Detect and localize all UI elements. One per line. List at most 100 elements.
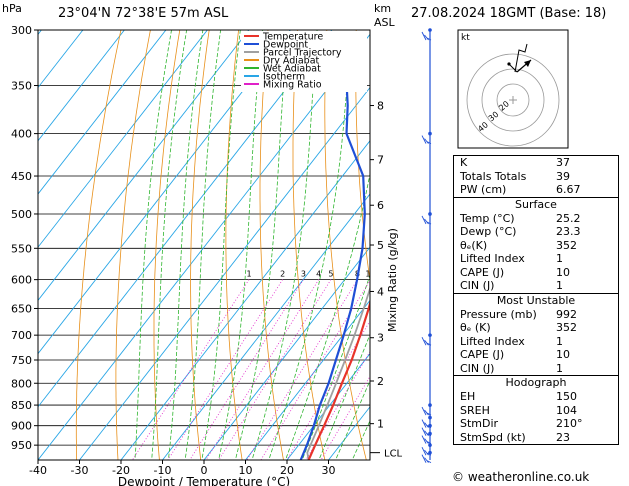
index-row: K 37 — [454, 156, 618, 170]
index-row: PW (cm) 6.67 — [454, 183, 618, 197]
most-unstable-label: CAPE (J) — [460, 348, 505, 361]
wind-barb — [426, 441, 432, 444]
wind-barb — [424, 449, 429, 456]
isotherm — [38, 30, 333, 408]
wind-barb — [426, 37, 432, 41]
wet-adiabat — [268, 30, 352, 460]
altitude-tick-label: 4 — [377, 285, 384, 298]
wind-barb-point — [428, 28, 432, 32]
wind-barb-point — [428, 423, 432, 428]
wind-barb — [421, 435, 427, 444]
hodograph-storm-motion — [508, 63, 518, 73]
header-hpa: hPa — [2, 2, 22, 15]
temperature-tick-label: -20 — [112, 464, 130, 477]
index-value: 6.67 — [556, 183, 581, 196]
header-location: 23°04'N 72°38'E 57m ASL — [58, 6, 229, 21]
hodograph-title: Hodograph — [505, 376, 567, 389]
surface-value: 23.3 — [556, 225, 581, 238]
pressure-tick-label: 650 — [11, 302, 32, 315]
wet-adiabat — [201, 30, 241, 460]
x-axis-label: Dewpoint / Temperature (°C) — [118, 475, 290, 486]
temperature-tick-label: 20 — [280, 464, 294, 477]
altitude-tick-label: 5 — [377, 239, 384, 252]
most-unstable-value: 1 — [556, 361, 563, 375]
pressure-tick-label: 550 — [11, 242, 32, 255]
dry-adiabat — [292, 30, 326, 460]
dry-adiabat — [225, 30, 243, 460]
profile-lines — [299, 85, 370, 460]
mixing-ratio-line — [167, 279, 283, 460]
most-unstable-value: 10 — [556, 348, 570, 361]
hodograph-label: StmSpd (kt) — [460, 430, 526, 444]
altitude-tick-label: 6 — [377, 199, 384, 212]
most-unstable-label: Lifted Index — [460, 334, 525, 348]
copyright[interactable]: © weatheronline.co.uk — [452, 470, 590, 484]
dry-adiabat — [75, 30, 122, 460]
temperature-tick-label: -30 — [71, 464, 89, 477]
isotherm — [38, 30, 125, 142]
lcl-label: LCL — [384, 449, 403, 460]
axes: 3003504004505005506006507007508008509009… — [11, 24, 403, 486]
pressure-tick-label: 300 — [11, 24, 32, 37]
altitude-tick-label: 3 — [377, 332, 384, 345]
mixing-ratio-line — [189, 279, 304, 460]
hodograph-value: 104 — [556, 403, 577, 417]
temperature-tick-label: 30 — [322, 464, 336, 477]
isotherm — [203, 246, 370, 460]
pressure-tick-label: 350 — [11, 80, 32, 93]
header-datetime: 27.08.2024 18GMT (Base: 18) — [411, 6, 607, 21]
surface-row: Temp (°C) 25.2 — [454, 212, 618, 226]
wind-barb-point — [428, 403, 432, 407]
mixing-ratio-line — [260, 279, 370, 460]
wind-barb-point — [428, 431, 432, 436]
wet-adiabat — [184, 30, 221, 460]
legend-label: Dewpoint — [263, 40, 308, 51]
surface-label: CAPE (J) — [460, 265, 505, 279]
hodograph-ring — [481, 68, 545, 132]
surface-value: 25.2 — [556, 211, 581, 225]
most-unstable-value: 352 — [556, 321, 577, 334]
dry-adiabat — [259, 30, 284, 460]
dry-adiabat — [153, 30, 181, 460]
surface-row: CIN (J) 1 — [454, 279, 618, 293]
most-unstable-row: CIN (J) 1 — [454, 362, 618, 376]
wind-barb — [421, 215, 427, 225]
pressure-tick-label: 700 — [11, 329, 32, 342]
isotherm — [38, 30, 167, 195]
wet-adiabat — [335, 379, 370, 460]
most-unstable-value: 992 — [556, 307, 577, 321]
wind-barb — [421, 454, 427, 463]
isotherm — [38, 30, 291, 355]
hodograph-unit-label: kt — [461, 33, 470, 43]
wind-barb — [424, 409, 429, 416]
altitude-tick-label: 8 — [377, 100, 384, 113]
mixing-ratio-label: 25 — [422, 270, 432, 279]
hodograph-row: SREH 104 — [454, 404, 618, 418]
wind-barb — [424, 438, 429, 444]
mixing-ratio-axis-label: Mixing Ratio (g/kg) — [386, 228, 399, 332]
header-km: km — [374, 2, 392, 15]
dry-adiabat — [355, 30, 370, 284]
mixing-ratio-line — [320, 375, 370, 460]
wind-barb — [426, 342, 432, 346]
index-value: 37 — [556, 156, 570, 169]
dry-adiabat — [115, 30, 151, 460]
index-label: K — [460, 156, 468, 169]
hodograph-label: SREH — [460, 403, 490, 417]
temperature-tick-label: 10 — [239, 464, 253, 477]
pressure-tick-label: 500 — [11, 208, 32, 221]
hodograph-ring — [496, 83, 530, 117]
wind-barb — [421, 446, 427, 456]
mixing-ratio-label: 5 — [328, 270, 333, 279]
hodograph-label: EH — [460, 390, 476, 403]
most-unstable-row: Lifted Index 1 — [454, 335, 618, 349]
parcel-trajectory-line — [306, 285, 370, 460]
hodograph-row: EH 150 — [454, 390, 618, 404]
mixing-ratio-line — [246, 279, 358, 460]
temperature-tick-label: 0 — [201, 464, 208, 477]
mixing-ratio-label: 20 — [408, 270, 418, 279]
index-row: Totals Totals 39 — [454, 170, 618, 184]
wind-barb-point — [428, 131, 432, 136]
